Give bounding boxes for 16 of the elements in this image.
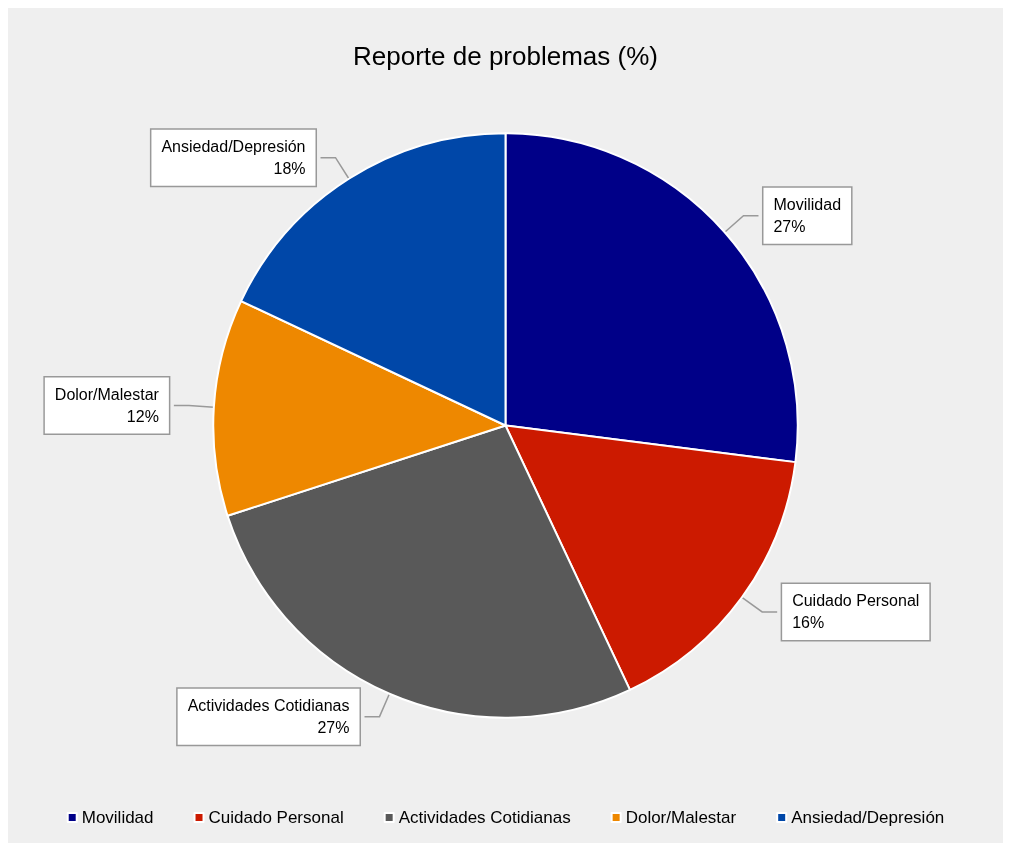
- data-label: 18%: [273, 160, 306, 178]
- legend-label: Actividades Cotidianas: [398, 808, 571, 827]
- legend-label: Movilidad: [81, 808, 154, 827]
- legend-label: Cuidado Personal: [208, 808, 344, 827]
- chart-title: Reporte de problemas (%): [353, 41, 658, 71]
- legend-label: Dolor/Malestar: [625, 808, 737, 827]
- legend-label: Ansiedad/Depresión: [791, 808, 945, 827]
- slice-label: Dolor/Malestar: [54, 386, 160, 404]
- slice-label: Ansiedad/Depresión: [161, 138, 306, 156]
- slice-label: Movilidad: [773, 196, 842, 214]
- data-label: 27%: [317, 719, 350, 737]
- data-label: 16%: [792, 614, 825, 632]
- data-label: 27%: [773, 218, 806, 236]
- data-label: 12%: [126, 408, 159, 426]
- slice-label: Cuidado Personal: [792, 592, 920, 610]
- slice-label: Actividades Cotidianas: [187, 697, 350, 715]
